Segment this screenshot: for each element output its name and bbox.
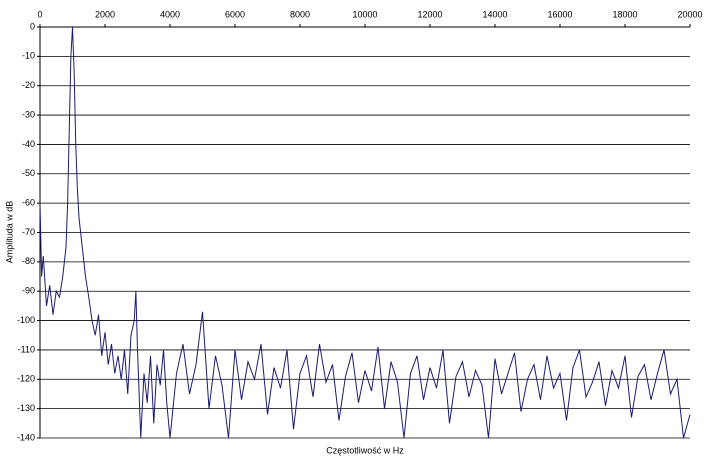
y-tick-label: -60	[22, 198, 35, 208]
y-tick-label: -70	[22, 227, 35, 237]
x-tick-label: 20000	[677, 9, 702, 19]
y-tick-label: 0	[30, 21, 35, 31]
y-tick-label: -90	[22, 286, 35, 296]
spectrum-line	[39, 26, 691, 439]
y-tick-label: -100	[17, 315, 35, 325]
y-tick-label: -120	[17, 374, 35, 384]
y-tick-label: -50	[22, 168, 35, 178]
x-tick-label: 2000	[95, 9, 115, 19]
y-tick-label: -30	[22, 109, 35, 119]
x-tick-label: 18000	[612, 9, 637, 19]
y-tick-label: -10	[22, 51, 35, 61]
x-tick-label: 14000	[482, 9, 507, 19]
y-tick-label: -80	[22, 256, 35, 266]
y-tick-label: -20	[22, 80, 35, 90]
x-tick-label: 12000	[417, 9, 442, 19]
y-tick-label: -130	[17, 403, 35, 413]
x-tick-label: 16000	[547, 9, 572, 19]
x-tick-label: 0	[37, 9, 42, 19]
x-tick-label: 4000	[160, 9, 180, 19]
y-tick-label: -110	[18, 344, 35, 354]
x-tick-label: 10000	[352, 9, 377, 19]
y-tick-label: -140	[17, 432, 35, 442]
x-axis-title: Częstotliwość w Hz	[326, 445, 404, 455]
y-axis-title: Amplituda w dB	[4, 201, 14, 264]
x-tick-label: 6000	[225, 9, 245, 19]
y-tick-label: -40	[22, 139, 35, 149]
x-tick-label: 8000	[290, 9, 310, 19]
